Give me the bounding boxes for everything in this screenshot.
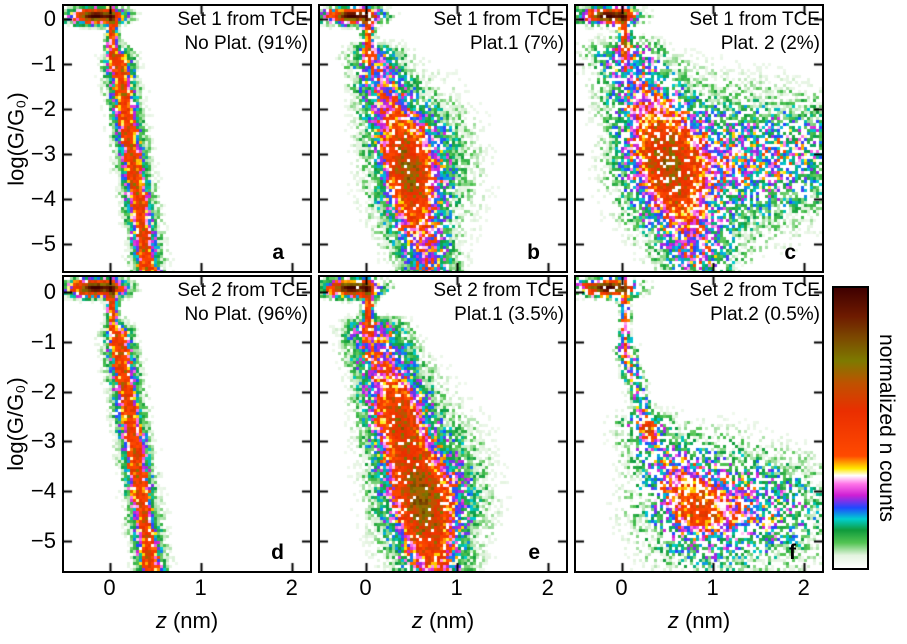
- x-tick-label: 0: [359, 575, 372, 600]
- panel-letter-b: b: [527, 241, 540, 264]
- panel-title-line1: Set 1 from TCE: [689, 9, 820, 30]
- x-tick-label: 2: [285, 575, 298, 600]
- x-axis-variable: z: [667, 608, 679, 633]
- y-tick-label: −5: [30, 231, 56, 257]
- heatmap-canvas-e: [320, 277, 566, 571]
- heatmap-canvas-d: [64, 277, 310, 571]
- panel-letter-c: c: [784, 241, 796, 264]
- x-tick-label: 0: [615, 575, 628, 600]
- y-tick-label: −1: [30, 51, 56, 77]
- panel-title-f: Set 2 from TCE Plat.2 (0.5%): [576, 279, 820, 328]
- panel-title-line2: Plat.1 (3.5%): [454, 304, 564, 326]
- panel-title-line2: Plat.2 (0.5%): [710, 304, 820, 326]
- panel-title-line2: No Plat. (96%): [184, 304, 308, 326]
- panel-a: Set 1 from TCE No Plat. (91%) a: [62, 4, 312, 273]
- y-tick-label: 0: [43, 278, 56, 304]
- panel-c: Set 1 from TCE Plat. 2 (2%) c: [574, 4, 824, 273]
- x-tick-label: 0: [103, 575, 116, 600]
- x-tick-label: 2: [541, 575, 554, 600]
- panel-title-line1: Set 1 from TCE: [177, 9, 308, 30]
- heatmap-canvas-c: [576, 6, 822, 271]
- panel-e: Set 2 from TCE Plat.1 (3.5%) e: [318, 275, 568, 573]
- x-axis-variable: z: [411, 608, 423, 633]
- x-tick-label: 1: [450, 575, 463, 600]
- x-axis-unit: (nm): [422, 608, 475, 633]
- panel-letter-a: a: [272, 241, 284, 264]
- panel-title-e: Set 2 from TCE Plat.1 (3.5%): [320, 279, 564, 328]
- y-tick-label: −2: [30, 378, 56, 404]
- y-tick-label: −2: [30, 96, 56, 122]
- panel-letter-f: f: [789, 541, 796, 564]
- panel-title-b: Set 1 from TCE Plat.1 (7%): [320, 8, 564, 57]
- y-tick-label: 0: [43, 6, 56, 32]
- panel-letter-d: d: [271, 541, 284, 564]
- panel-f: Set 2 from TCE Plat.2 (0.5%) f: [574, 275, 824, 573]
- y-tick-label: −4: [30, 478, 56, 504]
- panel-title-c: Set 1 from TCE Plat. 2 (2%): [576, 8, 820, 57]
- x-axis-unit: (nm): [678, 608, 731, 633]
- panel-title-line2: Plat. 2 (2%): [720, 33, 820, 55]
- panel-title-line1: Set 2 from TCE: [177, 280, 308, 301]
- x-axis-label-col3: z (nm): [574, 608, 824, 636]
- y-tick-label: −1: [30, 328, 56, 354]
- panel-b: Set 1 from TCE Plat.1 (7%) b: [318, 4, 568, 273]
- colorbar: [832, 286, 869, 570]
- heatmap-canvas-a: [64, 6, 310, 271]
- x-axis-label-col2: z (nm): [318, 608, 568, 636]
- panel-title-line2: No Plat. (91%): [184, 33, 308, 55]
- x-tick-label: 2: [797, 575, 810, 600]
- heatmap-canvas-b: [320, 6, 566, 271]
- y-tick-label: −4: [30, 186, 56, 212]
- panel-title-d: Set 2 from TCE No Plat. (96%): [64, 279, 308, 328]
- panel-letter-e: e: [528, 541, 540, 564]
- panel-d: Set 2 from TCE No Plat. (96%) d: [62, 275, 312, 573]
- y-tick-label: −3: [30, 428, 56, 454]
- colorbar-label: normalized n counts: [875, 334, 898, 522]
- y-tick-label: −3: [30, 141, 56, 167]
- panel-title-a: Set 1 from TCE No Plat. (91%): [64, 8, 308, 57]
- panel-title-line1: Set 1 from TCE: [433, 9, 564, 30]
- y-tick-label: −5: [30, 528, 56, 554]
- x-tick-label: 1: [194, 575, 207, 600]
- panel-title-line1: Set 2 from TCE: [689, 280, 820, 301]
- y-axis-label-bottom-row: log(G/G₀): [3, 377, 28, 471]
- x-axis-unit: (nm): [166, 608, 219, 633]
- panel-title-line2: Plat.1 (7%): [470, 33, 564, 55]
- x-axis-label-col1: z (nm): [62, 608, 312, 636]
- panel-title-line1: Set 2 from TCE: [433, 280, 564, 301]
- heatmap-canvas-f: [576, 277, 822, 571]
- x-axis-variable: z: [155, 608, 167, 633]
- x-tick-label: 1: [706, 575, 719, 600]
